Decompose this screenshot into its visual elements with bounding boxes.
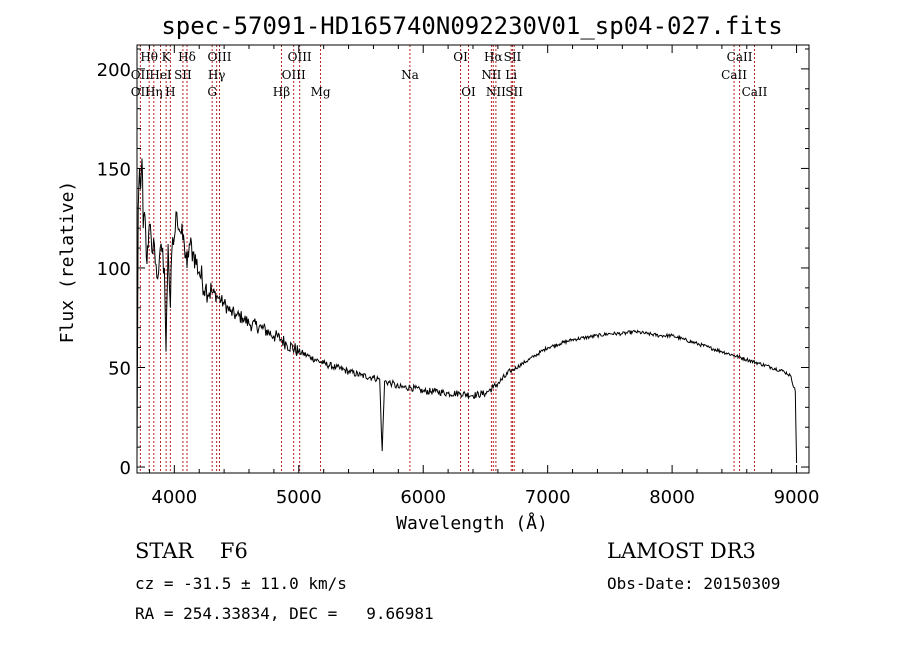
x-tick-label-3: 7000 bbox=[525, 487, 571, 508]
line-label-15: Mg bbox=[311, 85, 331, 99]
x-tick-label-1: 5000 bbox=[276, 487, 322, 508]
line-label-23: Li bbox=[505, 68, 517, 82]
line-label-13: OIII bbox=[288, 50, 312, 64]
y-tick-label-3: 150 bbox=[97, 159, 131, 180]
line-label-16: Na bbox=[401, 68, 419, 82]
line-label-21: NII bbox=[486, 85, 506, 99]
line-label-10: OIII bbox=[207, 50, 231, 64]
chart-title: spec-57091-HD165740N092230V01_sp04-027.f… bbox=[161, 12, 782, 40]
line-label-27: CaII bbox=[742, 85, 768, 99]
x-tick-label-2: 6000 bbox=[400, 487, 446, 508]
y-tick-label-4: 200 bbox=[97, 60, 131, 81]
spectral-line-markers bbox=[139, 45, 755, 473]
line-label-19: Hα bbox=[484, 50, 503, 64]
plot-frame bbox=[136, 44, 810, 474]
line-label-1: OII bbox=[131, 85, 151, 99]
x-tick-label-0: 4000 bbox=[151, 487, 197, 508]
y-axis-label: Flux (relative) bbox=[57, 181, 78, 344]
observation-date: Obs-Date: 20150309 bbox=[607, 574, 781, 593]
y-tick-label-0: 0 bbox=[120, 458, 131, 479]
y-tick-label-1: 50 bbox=[108, 358, 131, 379]
line-label-2: Hθ bbox=[140, 50, 158, 64]
x-axis-label: Wavelength (Å) bbox=[396, 512, 548, 534]
line-label-0: OII bbox=[131, 68, 151, 82]
x-tick-label-4: 8000 bbox=[649, 487, 695, 508]
line-label-5: K bbox=[162, 50, 172, 64]
line-label-17: OI bbox=[453, 50, 468, 64]
line-label-22: SII bbox=[504, 50, 522, 64]
line-label-6: H bbox=[165, 85, 175, 99]
coordinates: RA = 254.33834, DEC = 9.66981 bbox=[135, 604, 434, 623]
line-label-26: CaII bbox=[721, 68, 747, 82]
spectrum-line bbox=[136, 158, 798, 464]
line-label-18: OI bbox=[461, 85, 476, 99]
line-label-11: Hγ bbox=[208, 68, 226, 82]
y-axis-ticks: 0 50 100 150 200 bbox=[97, 48, 809, 479]
line-label-7: SII bbox=[174, 68, 192, 82]
line-label-9: G bbox=[207, 85, 217, 99]
line-label-20: NII bbox=[481, 68, 501, 82]
spectral-line-labels: OII OII Hθ Hη HeI K H SII Hδ G OIII Hγ Hβ OIII OIII Mg N… bbox=[131, 50, 768, 99]
line-label-14: OIII bbox=[282, 68, 306, 82]
line-label-3: Hη bbox=[145, 85, 163, 99]
line-label-25: CaII bbox=[727, 50, 753, 64]
survey-name: LAMOST DR3 bbox=[607, 539, 756, 563]
redshift-velocity: cz = -31.5 ± 11.0 km/s bbox=[135, 574, 347, 593]
line-label-4: HeI bbox=[149, 68, 172, 82]
line-label-24: SII bbox=[505, 85, 523, 99]
line-label-12: Hβ bbox=[273, 85, 290, 99]
line-label-8: Hδ bbox=[178, 50, 196, 64]
y-tick-label-2: 100 bbox=[97, 259, 131, 280]
object-class: STAR F6 bbox=[135, 539, 248, 563]
x-tick-label-5: 9000 bbox=[774, 487, 820, 508]
x-axis-ticks: 4000 5000 6000 7000 8000 9000 bbox=[148, 45, 820, 508]
